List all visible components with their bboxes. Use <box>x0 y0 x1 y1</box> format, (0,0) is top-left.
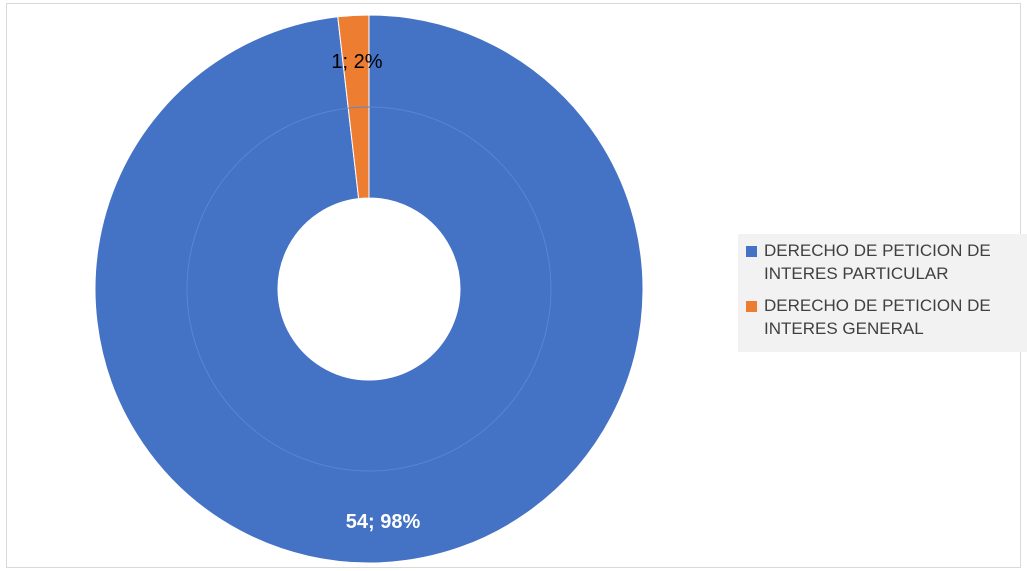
legend-label: DERECHO DE PETICION DE INTERES PARTICULA… <box>764 241 991 283</box>
legend-swatch-orange <box>746 301 757 312</box>
donut-slice-0[interactable] <box>94 14 644 564</box>
donut-data-labels: 54; 98% 1; 2% <box>331 51 420 533</box>
chart-frame: 54; 98% 1; 2% DERECHO DE PETICION DE INTE… <box>6 3 1027 568</box>
data-label-1: 1; 2% <box>331 51 382 73</box>
legend-item-interes-particular[interactable]: DERECHO DE PETICION DE INTERES PARTICULA… <box>746 239 1027 285</box>
data-label-0: 54; 98% <box>346 511 421 533</box>
donut-slices <box>94 14 644 564</box>
legend-swatch-blue <box>746 246 757 257</box>
donut-slice-1[interactable] <box>337 14 370 200</box>
legend-label: DERECHO DE PETICION DE INTERES GENERAL <box>764 296 991 338</box>
legend: DERECHO DE PETICION DE INTERES PARTICULA… <box>738 234 1027 352</box>
legend-item-interes-general[interactable]: DERECHO DE PETICION DE INTERES GENERAL <box>746 294 1027 340</box>
donut-chart: 54; 98% 1; 2% <box>94 14 644 564</box>
donut-ring-divider <box>186 106 552 472</box>
